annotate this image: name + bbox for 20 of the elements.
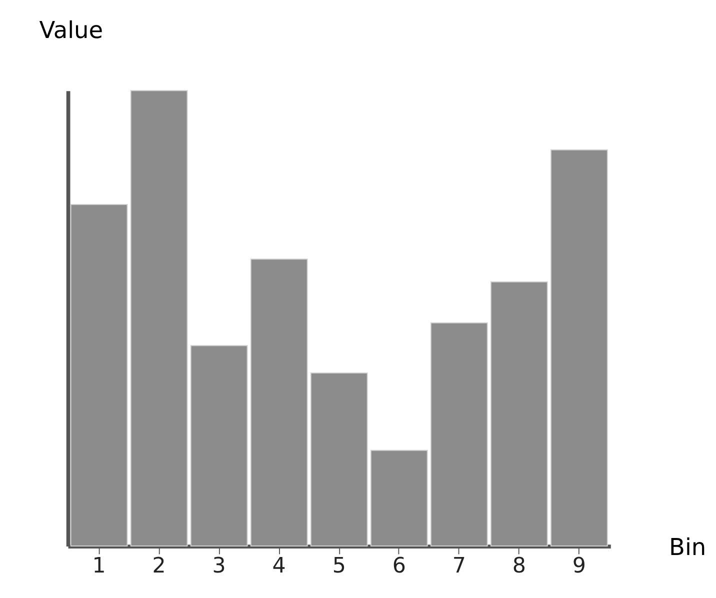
bar [130,90,188,546]
bar [250,258,308,546]
x-axis-title: Bin [669,534,706,562]
bar [70,204,128,546]
y-axis-title: Value [39,16,104,44]
x-tick-label: 4 [272,554,286,579]
bar [490,281,548,546]
bar [190,345,248,546]
bar [430,322,488,546]
x-tick-label: 5 [332,554,346,579]
x-tick-label: 2 [152,554,166,579]
x-tick-label: 9 [572,554,586,579]
x-tick-label: 7 [452,554,466,579]
x-tick-label: 6 [392,554,406,579]
bar [550,149,608,546]
x-tick-label: 3 [212,554,226,579]
bar [370,450,428,546]
bar [310,372,368,546]
x-tick-label: 1 [92,554,106,579]
x-tick-label: 8 [512,554,526,579]
